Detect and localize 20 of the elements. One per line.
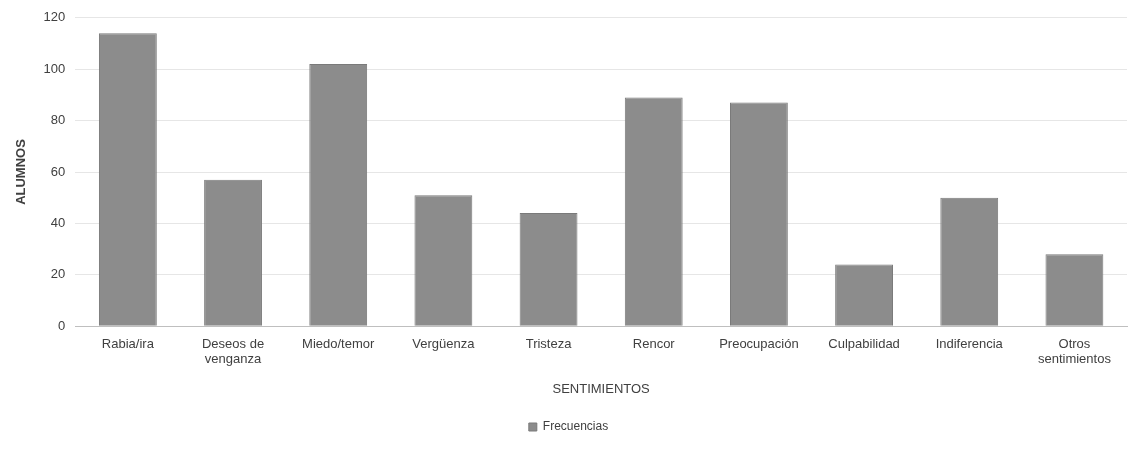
x-tick-label: Deseos de venganza bbox=[201, 335, 265, 367]
y-axis-title: ALUMNOS bbox=[13, 138, 29, 205]
y-tick-label: 100 bbox=[43, 60, 66, 76]
x-tick-label: Preocupación bbox=[719, 335, 799, 351]
x-tick-label: Culpabilidad bbox=[828, 335, 900, 351]
x-tick-label: Tristeza bbox=[525, 335, 573, 351]
y-tick-label: 120 bbox=[43, 9, 66, 25]
y-tick-label: 60 bbox=[50, 163, 66, 179]
x-axis-title: SENTIMIENTOS bbox=[552, 380, 651, 396]
x-tick-label: Rabia/ira bbox=[101, 335, 155, 351]
x-tick-label: Rencor bbox=[632, 335, 676, 351]
x-tick-label: Otros sentimientos bbox=[1037, 335, 1112, 367]
x-tick-label: Vergüenza bbox=[412, 335, 476, 351]
y-tick-label: 20 bbox=[50, 266, 66, 282]
legend-label: Frecuencias bbox=[542, 419, 609, 434]
y-tick-label: 80 bbox=[50, 112, 66, 128]
x-tick-label: Miedo/temor bbox=[302, 335, 376, 351]
y-tick-label: 0 bbox=[58, 317, 66, 333]
y-tick-label: 40 bbox=[50, 214, 66, 230]
x-tick-label: Indiferencia bbox=[935, 335, 1004, 351]
